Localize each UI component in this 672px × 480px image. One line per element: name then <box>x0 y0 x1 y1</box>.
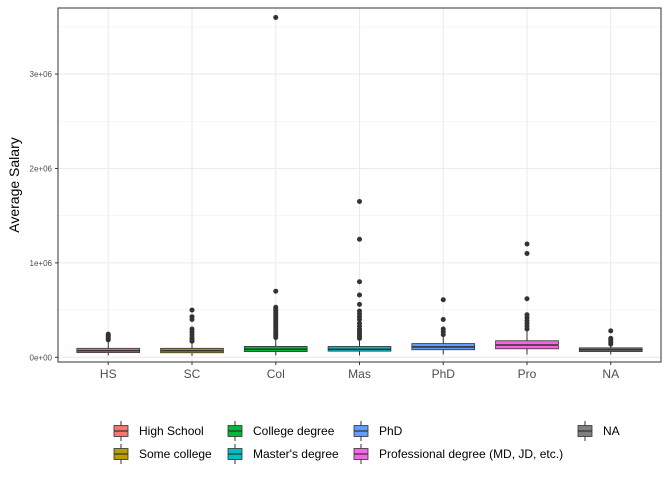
outlier-point <box>105 331 111 337</box>
outlier-point <box>357 320 362 326</box>
legend-label: Professional degree (MD, JD, etc.) <box>379 447 563 461</box>
x-tick-label: Col <box>267 367 285 381</box>
box-mas <box>327 199 392 356</box>
grid-lines <box>58 8 661 362</box>
x-tick-label: Pro <box>518 367 537 381</box>
outlier-point <box>357 292 362 298</box>
legend-item: PhD <box>353 421 403 441</box>
legend-label: NA <box>603 424 620 438</box>
outlier-point <box>273 14 279 20</box>
outlier-point <box>357 301 362 307</box>
outlier-point <box>189 314 195 320</box>
x-axis-ticks: HS SC Col Mas PhD Pro NA <box>100 362 619 381</box>
outlier-point <box>357 199 362 205</box>
box-phd <box>411 297 476 355</box>
y-axis-ticks: 0e+00 1e+06 2e+06 3e+06 <box>30 70 58 362</box>
legend-item: College degree <box>227 421 335 441</box>
legend-item: Master's degree <box>227 444 339 464</box>
legend-item: NA <box>577 421 620 441</box>
x-tick-label: SC <box>184 367 201 381</box>
outlier-point <box>608 335 614 341</box>
x-tick-label: Mas <box>348 367 371 381</box>
outlier-point <box>524 312 530 318</box>
outlier-point <box>524 296 530 302</box>
outlier-point <box>189 326 195 332</box>
x-tick-label: HS <box>100 367 117 381</box>
y-tick-label: 3e+06 <box>30 70 53 79</box>
box-pro <box>495 241 559 355</box>
legend-item: Professional degree (MD, JD, etc.) <box>353 444 563 464</box>
x-tick-label: PhD <box>432 367 456 381</box>
legend-item: High School <box>113 421 204 441</box>
outlier-point <box>273 288 279 294</box>
outlier-point <box>273 304 279 310</box>
outlier-point <box>524 250 530 256</box>
outlier-point <box>357 236 362 242</box>
box-na <box>578 328 643 355</box>
legend-label: Some college <box>139 447 212 461</box>
outlier-point <box>189 307 195 313</box>
outlier-point <box>440 317 446 323</box>
legend-label: Master's degree <box>253 447 339 461</box>
box-sc <box>160 307 224 356</box>
x-tick-label: NA <box>602 367 619 381</box>
legend-item: Some college <box>113 444 212 464</box>
legend: High School Some college College degree Mas… <box>113 421 620 464</box>
box-col <box>243 14 308 356</box>
legend-label: College degree <box>253 424 335 438</box>
legend-label: High School <box>139 424 204 438</box>
outlier-point <box>524 241 530 247</box>
y-tick-label: 2e+06 <box>30 164 53 173</box>
y-tick-label: 0e+00 <box>30 353 53 362</box>
y-tick-label: 1e+06 <box>30 259 53 268</box>
outlier-point <box>357 308 362 314</box>
box-hs <box>76 331 141 356</box>
outlier-point <box>608 328 614 334</box>
outlier-point <box>440 326 446 332</box>
legend-label: PhD <box>379 424 403 438</box>
y-axis-title: Average Salary <box>6 137 22 232</box>
outlier-point <box>357 279 362 285</box>
boxes <box>76 14 643 356</box>
outlier-point <box>440 297 446 303</box>
